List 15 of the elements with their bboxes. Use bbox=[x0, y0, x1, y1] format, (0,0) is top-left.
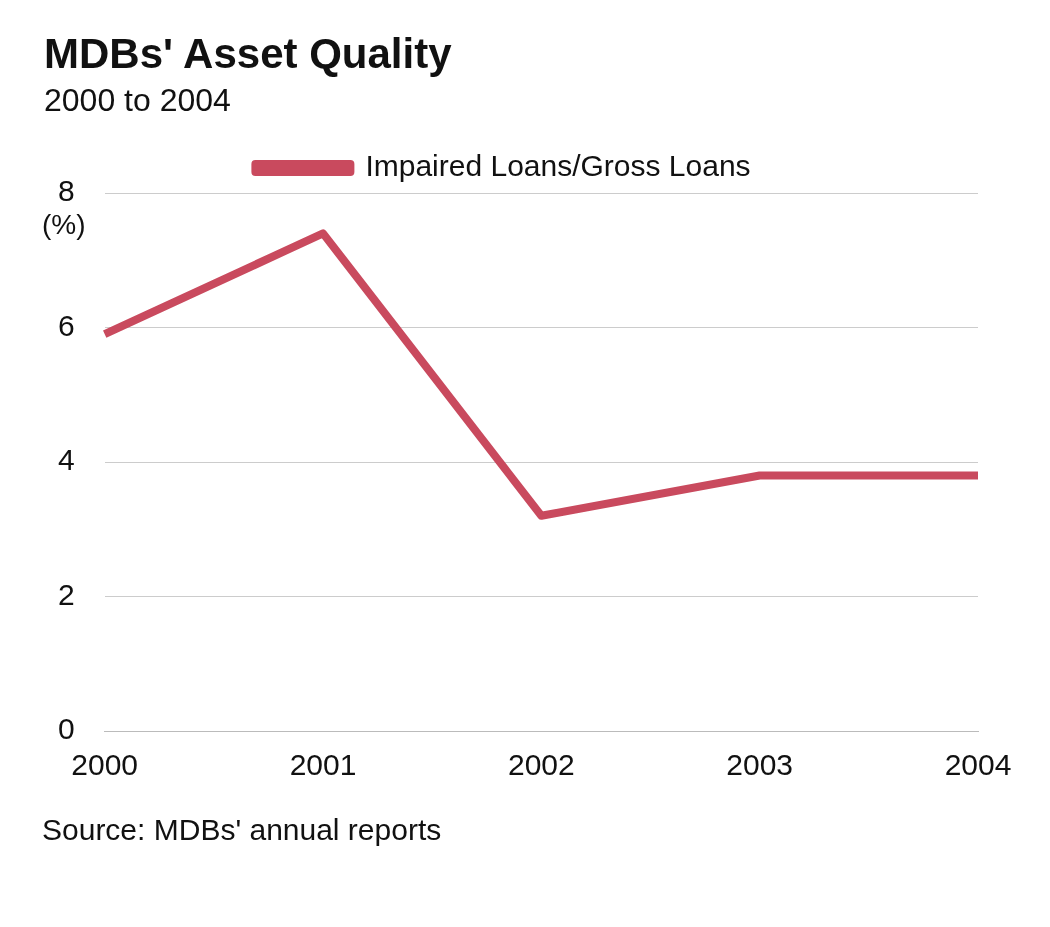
y-axis-title: (%) bbox=[42, 209, 86, 241]
source-note: Source: MDBs' annual reports bbox=[42, 813, 443, 847]
chart-subtitle: 2000 to 2004 bbox=[44, 82, 232, 119]
y-tick-label: 2 bbox=[58, 577, 75, 611]
x-tick-label: 2003 bbox=[726, 748, 794, 782]
y-tick-label: 6 bbox=[58, 308, 75, 342]
y-tick-label: 0 bbox=[58, 712, 75, 746]
y-tick-label: 4 bbox=[58, 443, 75, 477]
y-tick-label: 8 bbox=[58, 174, 75, 208]
chart-title: MDBs' Asset Quality bbox=[44, 30, 453, 78]
x-tick-label: 2001 bbox=[289, 748, 357, 782]
x-tick-label: 2002 bbox=[507, 748, 575, 782]
x-tick-label: 2004 bbox=[944, 748, 1012, 782]
x-tick-label: 2000 bbox=[71, 748, 139, 782]
legend-label: Impaired Loans/Gross Loans bbox=[365, 149, 751, 183]
